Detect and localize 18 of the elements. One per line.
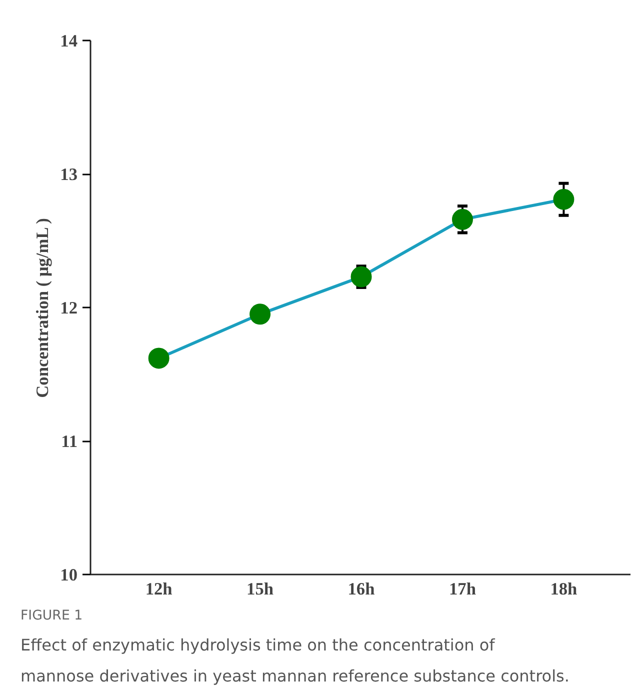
y-axis-title: Concentration ( μg/mL ) (33, 218, 52, 398)
x-tick-label: 16h (348, 580, 376, 598)
text: Effect of enzymatic hydrolysis time on the concentration of mannose derivatives in yeast mannan reference substance controls. (20, 636, 570, 686)
x-tick-label: 17h (448, 580, 476, 598)
y-tick-label: 11 (61, 432, 78, 451)
point (148, 348, 170, 369)
x-tick-label: 12h (145, 580, 173, 598)
point (452, 208, 473, 230)
y-tick-label: 14 (60, 32, 78, 50)
y-tick-label: 13 (60, 165, 78, 184)
caption: FIGURE 1 (20, 608, 83, 624)
x-tick-label: 18h (550, 580, 578, 598)
point (350, 266, 372, 288)
y-tick-label: 12 (60, 298, 78, 318)
x-tick-label: 15h (246, 580, 274, 598)
point (553, 188, 574, 210)
point (250, 304, 271, 325)
y-tick-label: 10 (60, 566, 78, 584)
